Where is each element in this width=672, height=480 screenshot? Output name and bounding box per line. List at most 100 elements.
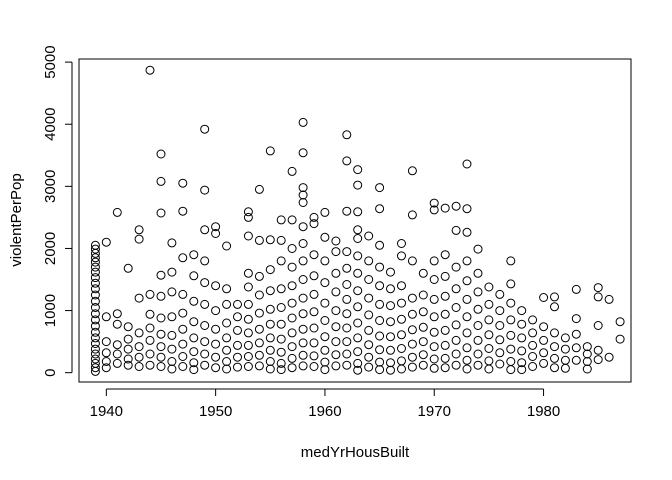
data-point	[90, 267, 100, 277]
data-point	[429, 312, 439, 322]
data-point	[473, 304, 483, 314]
data-point	[145, 349, 155, 359]
data-point	[156, 291, 166, 301]
data-point	[211, 229, 221, 238]
data-point	[189, 333, 199, 343]
plot-box	[78, 58, 632, 383]
data-point	[440, 203, 450, 213]
data-point	[222, 345, 232, 355]
data-point	[178, 308, 188, 318]
data-point	[342, 309, 352, 319]
data-point	[167, 267, 177, 277]
data-point	[167, 364, 177, 374]
data-point	[178, 206, 188, 216]
data-point	[397, 344, 406, 353]
data-point	[178, 324, 188, 334]
data-point	[353, 165, 363, 175]
data-point	[112, 358, 122, 368]
data-point	[90, 303, 100, 312]
data-point	[112, 349, 122, 359]
data-point	[364, 275, 374, 284]
data-point	[233, 352, 242, 362]
data-point	[582, 349, 592, 359]
data-point	[593, 321, 603, 330]
data-point	[90, 244, 100, 254]
data-point	[298, 350, 308, 360]
data-point	[309, 219, 319, 229]
data-point	[189, 250, 199, 260]
data-point	[375, 357, 385, 367]
x-tick-label: 1970	[418, 403, 451, 420]
data-point	[451, 284, 461, 294]
data-point	[462, 343, 472, 353]
data-point	[397, 314, 406, 324]
data-point	[375, 299, 385, 309]
data-point	[90, 278, 100, 288]
data-point	[375, 204, 385, 214]
data-point	[156, 149, 166, 159]
data-point	[320, 207, 330, 217]
data-point	[593, 345, 603, 355]
data-point	[506, 279, 516, 289]
data-point	[222, 299, 232, 309]
data-point	[90, 257, 100, 267]
data-point	[243, 352, 253, 361]
data-point	[353, 251, 363, 261]
data-point	[222, 364, 232, 374]
data-point	[440, 363, 450, 373]
data-point	[517, 346, 527, 356]
data-point	[407, 256, 417, 266]
data-point	[134, 362, 144, 371]
data-point	[222, 357, 232, 366]
data-point	[528, 352, 538, 361]
data-point	[309, 271, 319, 281]
data-point	[320, 316, 330, 325]
data-point	[265, 357, 275, 366]
data-point	[560, 355, 570, 365]
data-point	[298, 198, 308, 207]
data-point	[287, 166, 297, 176]
data-point	[473, 321, 483, 330]
data-point	[560, 333, 570, 343]
data-point	[473, 268, 483, 278]
data-point	[440, 309, 450, 319]
data-point	[375, 240, 385, 250]
data-point	[200, 360, 210, 370]
data-point	[298, 309, 308, 319]
data-point	[506, 256, 516, 266]
data-point	[145, 65, 155, 75]
data-point	[386, 332, 395, 342]
data-point	[462, 276, 472, 286]
data-point	[189, 365, 199, 375]
data-point	[364, 352, 374, 362]
data-point	[451, 262, 461, 272]
data-point	[495, 289, 505, 299]
data-point	[298, 117, 308, 127]
data-point	[353, 286, 363, 296]
data-point	[342, 206, 352, 216]
y-tick-label: 2000	[42, 232, 59, 265]
data-point	[397, 281, 406, 291]
data-point	[418, 307, 428, 317]
data-point	[90, 333, 100, 343]
data-point	[462, 312, 472, 322]
data-point	[582, 342, 592, 352]
data-point	[276, 215, 286, 225]
data-point	[506, 330, 516, 340]
data-point	[331, 268, 341, 278]
data-point	[254, 324, 264, 334]
data-point	[101, 237, 111, 247]
data-point	[364, 340, 374, 350]
data-point	[265, 333, 275, 343]
data-point	[517, 319, 527, 329]
data-point	[429, 363, 439, 373]
data-point	[407, 293, 417, 303]
data-point	[331, 322, 341, 332]
data-point	[134, 342, 144, 352]
data-point	[320, 278, 330, 288]
data-point	[101, 312, 111, 322]
data-point	[353, 365, 363, 375]
data-point	[582, 364, 592, 374]
data-point	[287, 353, 297, 363]
data-point	[462, 328, 472, 338]
